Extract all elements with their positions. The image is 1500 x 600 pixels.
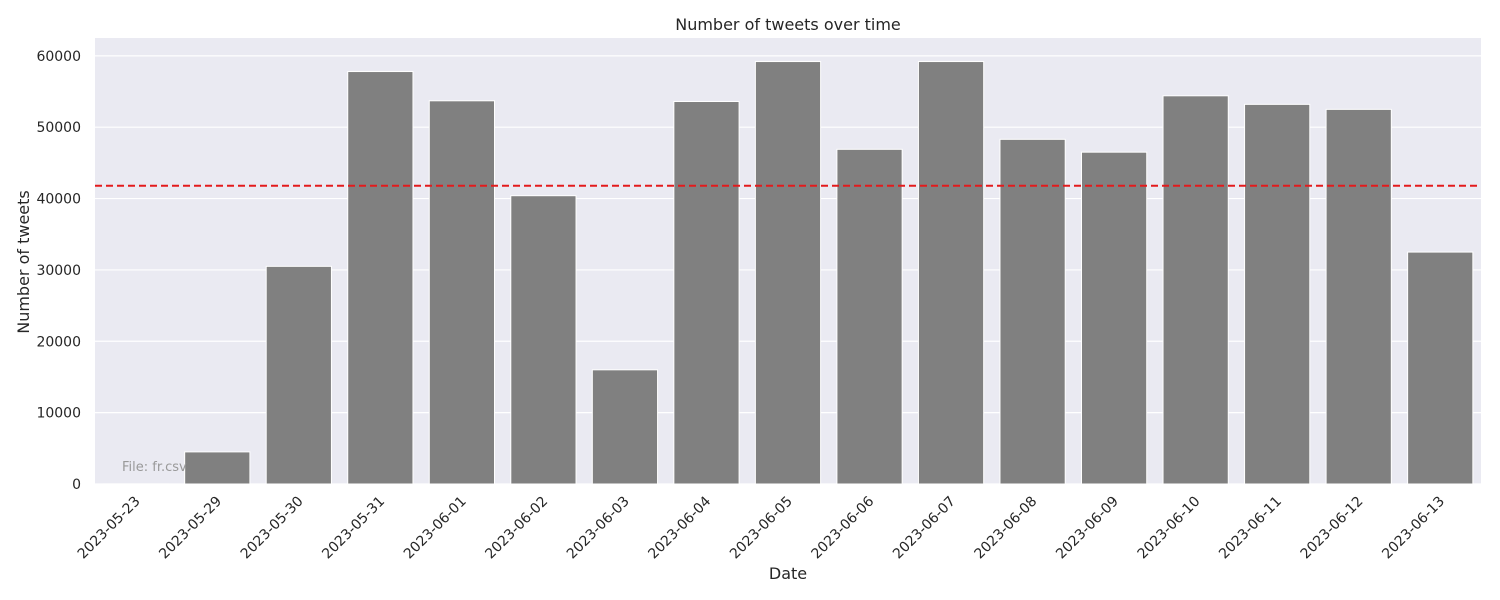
x-tick-label: 2023-06-13 xyxy=(1379,494,1448,563)
bar xyxy=(836,148,903,485)
y-tick-label: 20000 xyxy=(36,334,81,350)
x-tick-label: 2023-06-06 xyxy=(809,493,878,562)
x-tick-label: 2023-05-23 xyxy=(75,494,144,563)
chart-title: Number of tweets over time xyxy=(675,15,901,34)
x-tick-label: 2023-05-29 xyxy=(156,494,225,563)
x-tick-label: 2023-06-07 xyxy=(890,494,959,563)
bar xyxy=(1162,95,1229,485)
bar xyxy=(591,369,659,485)
bar xyxy=(1407,251,1474,485)
x-tick-label: 2023-05-30 xyxy=(238,494,307,563)
y-tick-label: 0 xyxy=(72,477,81,493)
y-tick-label: 40000 xyxy=(36,192,81,208)
y-tick-labels: 0 10000 20000 30000 40000 50000 60000 xyxy=(36,49,81,493)
x-tick-label: 2023-06-03 xyxy=(564,494,633,563)
y-tick-label: 10000 xyxy=(36,406,81,422)
bar xyxy=(265,265,332,485)
x-tick-labels: 2023-05-23 2023-05-29 2023-05-30 2023-05-31… xyxy=(75,493,1448,562)
y-tick-label: 50000 xyxy=(36,120,81,136)
bar xyxy=(428,100,495,485)
x-tick-label: 2023-06-04 xyxy=(645,493,714,562)
y-axis-label: Number of tweets xyxy=(14,190,33,334)
file-annotation: File: fr.csv xyxy=(122,460,187,475)
x-axis-label: Date xyxy=(769,564,807,583)
bar xyxy=(999,138,1066,485)
bar xyxy=(1244,103,1311,485)
x-tick-label: 2023-06-09 xyxy=(1053,494,1122,563)
x-tick-label: 2023-05-31 xyxy=(319,494,388,563)
x-tick-label: 2023-06-11 xyxy=(1216,494,1285,563)
bar xyxy=(917,61,985,485)
bars xyxy=(102,61,1474,485)
bar xyxy=(754,61,822,485)
y-tick-label: 30000 xyxy=(36,263,81,279)
bar xyxy=(1081,151,1148,485)
x-tick-label: 2023-06-12 xyxy=(1298,494,1367,563)
x-tick-label: 2023-06-08 xyxy=(972,494,1041,563)
bar xyxy=(510,195,577,485)
bar xyxy=(673,101,740,485)
x-tick-label: 2023-06-01 xyxy=(401,494,470,563)
y-tick-label: 60000 xyxy=(36,49,81,65)
x-tick-label: 2023-06-05 xyxy=(727,494,796,563)
x-tick-label: 2023-06-10 xyxy=(1135,494,1204,563)
bar xyxy=(184,451,251,485)
bar xyxy=(1325,108,1392,485)
bar xyxy=(347,71,414,485)
x-tick-label: 2023-06-02 xyxy=(482,494,551,563)
